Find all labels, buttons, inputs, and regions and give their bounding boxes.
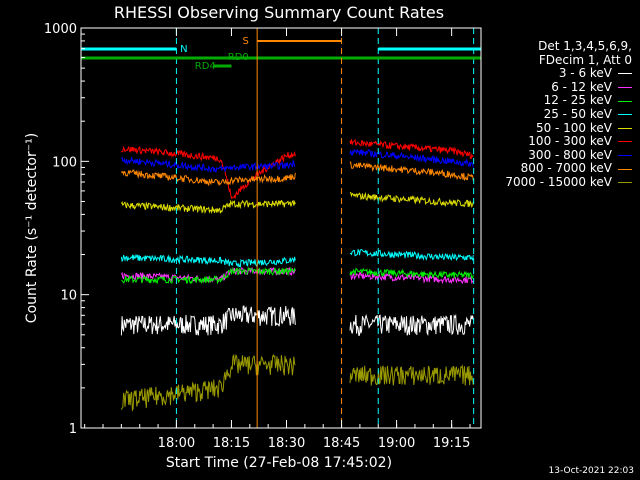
y-tick-label-0: 1	[69, 422, 77, 437]
series-line-6-0	[120, 156, 296, 173]
series-line-2-1	[349, 267, 474, 280]
legend-swatch	[618, 73, 632, 75]
series-line-8-0	[120, 353, 296, 412]
series-line-0-1	[349, 313, 474, 337]
x-tick-label-5: 19:15	[433, 436, 470, 451]
legend-label: 100 - 300 keV	[528, 134, 612, 149]
series-line-4-0	[120, 199, 296, 215]
legend-item: 12 - 25 keV	[505, 94, 632, 108]
legend-swatch	[618, 168, 632, 170]
legend-swatch	[618, 114, 632, 116]
legend-label: 3 - 6 keV	[558, 66, 612, 81]
series-line-7-0	[121, 169, 296, 187]
rd0-label: RD0	[228, 52, 249, 63]
legend-label: 12 - 25 keV	[543, 93, 612, 108]
x-tick-label-0: 18:00	[158, 436, 195, 451]
series-line-5-0	[121, 145, 296, 199]
series-line-7-1	[349, 160, 474, 181]
rd4-label: RD4	[195, 61, 216, 72]
timestamp: 13-Oct-2021 22:03	[548, 466, 634, 476]
legend-item: 7000 - 15000 keV	[505, 174, 632, 190]
y-axis-label: Count Rate (s⁻¹ detector⁻¹)	[24, 133, 40, 323]
legend-swatch	[618, 127, 632, 129]
series-line-1-1	[349, 271, 474, 285]
legend-label: 6 - 12 keV	[551, 79, 612, 94]
legend: Det 1,3,4,5,6,9, FDecim 1, Att 0 3 - 6 k…	[505, 39, 632, 190]
x-tick-label-3: 18:45	[323, 436, 360, 451]
legend-item: 100 - 300 keV	[505, 135, 632, 149]
night-label: N	[180, 44, 187, 55]
saa-label: S	[242, 36, 248, 47]
series-line-5-1	[349, 138, 474, 160]
legend-header-line-2: FDecim 1, Att 0	[538, 52, 632, 67]
annotation-layer: N S RD4 RD0	[81, 28, 481, 428]
series-line-3-0	[120, 253, 296, 268]
legend-label: 300 - 800 keV	[528, 147, 612, 162]
legend-swatch	[618, 100, 632, 102]
x-tick-label-1: 18:15	[213, 436, 250, 451]
y-axis: 1 10 100 1000	[44, 22, 89, 437]
legend-item: 3 - 6 keV	[505, 67, 632, 81]
plot-frame	[80, 27, 482, 429]
legend-label: 25 - 50 keV	[543, 106, 612, 121]
series-line-4-1	[349, 191, 474, 208]
legend-swatch	[618, 155, 632, 157]
legend-swatch	[618, 182, 632, 184]
legend-item: 800 - 7000 keV	[505, 162, 632, 176]
x-axis-label: Start Time (27-Feb-08 17:45:02)	[166, 455, 392, 471]
y-tick-label-2: 100	[52, 155, 77, 170]
x-tick-label-4: 19:00	[378, 436, 415, 451]
legend-item: 50 - 100 keV	[505, 120, 632, 136]
y-tick-label-1: 10	[60, 289, 77, 304]
chart-title: RHESSI Observing Summary Count Rates	[114, 3, 444, 22]
series-line-3-1	[349, 248, 474, 262]
legend-label: 800 - 7000 keV	[520, 161, 612, 176]
legend-header-line-1: Det 1,3,4,5,6,9,	[538, 39, 632, 53]
series-layer	[120, 138, 474, 412]
legend-swatch	[618, 87, 632, 89]
legend-item: 6 - 12 keV	[505, 79, 632, 95]
series-line-1-0	[120, 266, 296, 283]
series-line-0-0	[120, 305, 296, 336]
legend-item: 300 - 800 keV	[505, 147, 632, 163]
series-line-6-1	[349, 148, 474, 168]
x-tick-label-2: 18:30	[268, 436, 305, 451]
legend-swatch	[618, 141, 632, 143]
series-line-2-0	[121, 266, 296, 285]
legend-label: 50 - 100 keV	[535, 120, 612, 135]
legend-label: 7000 - 15000 keV	[505, 174, 612, 189]
x-axis: 18:00 18:15 18:30 18:45 19:00 19:15	[84, 28, 471, 451]
y-tick-label-3: 1000	[44, 22, 77, 37]
series-line-8-1	[349, 364, 474, 386]
legend-item: 25 - 50 keV	[505, 106, 632, 122]
